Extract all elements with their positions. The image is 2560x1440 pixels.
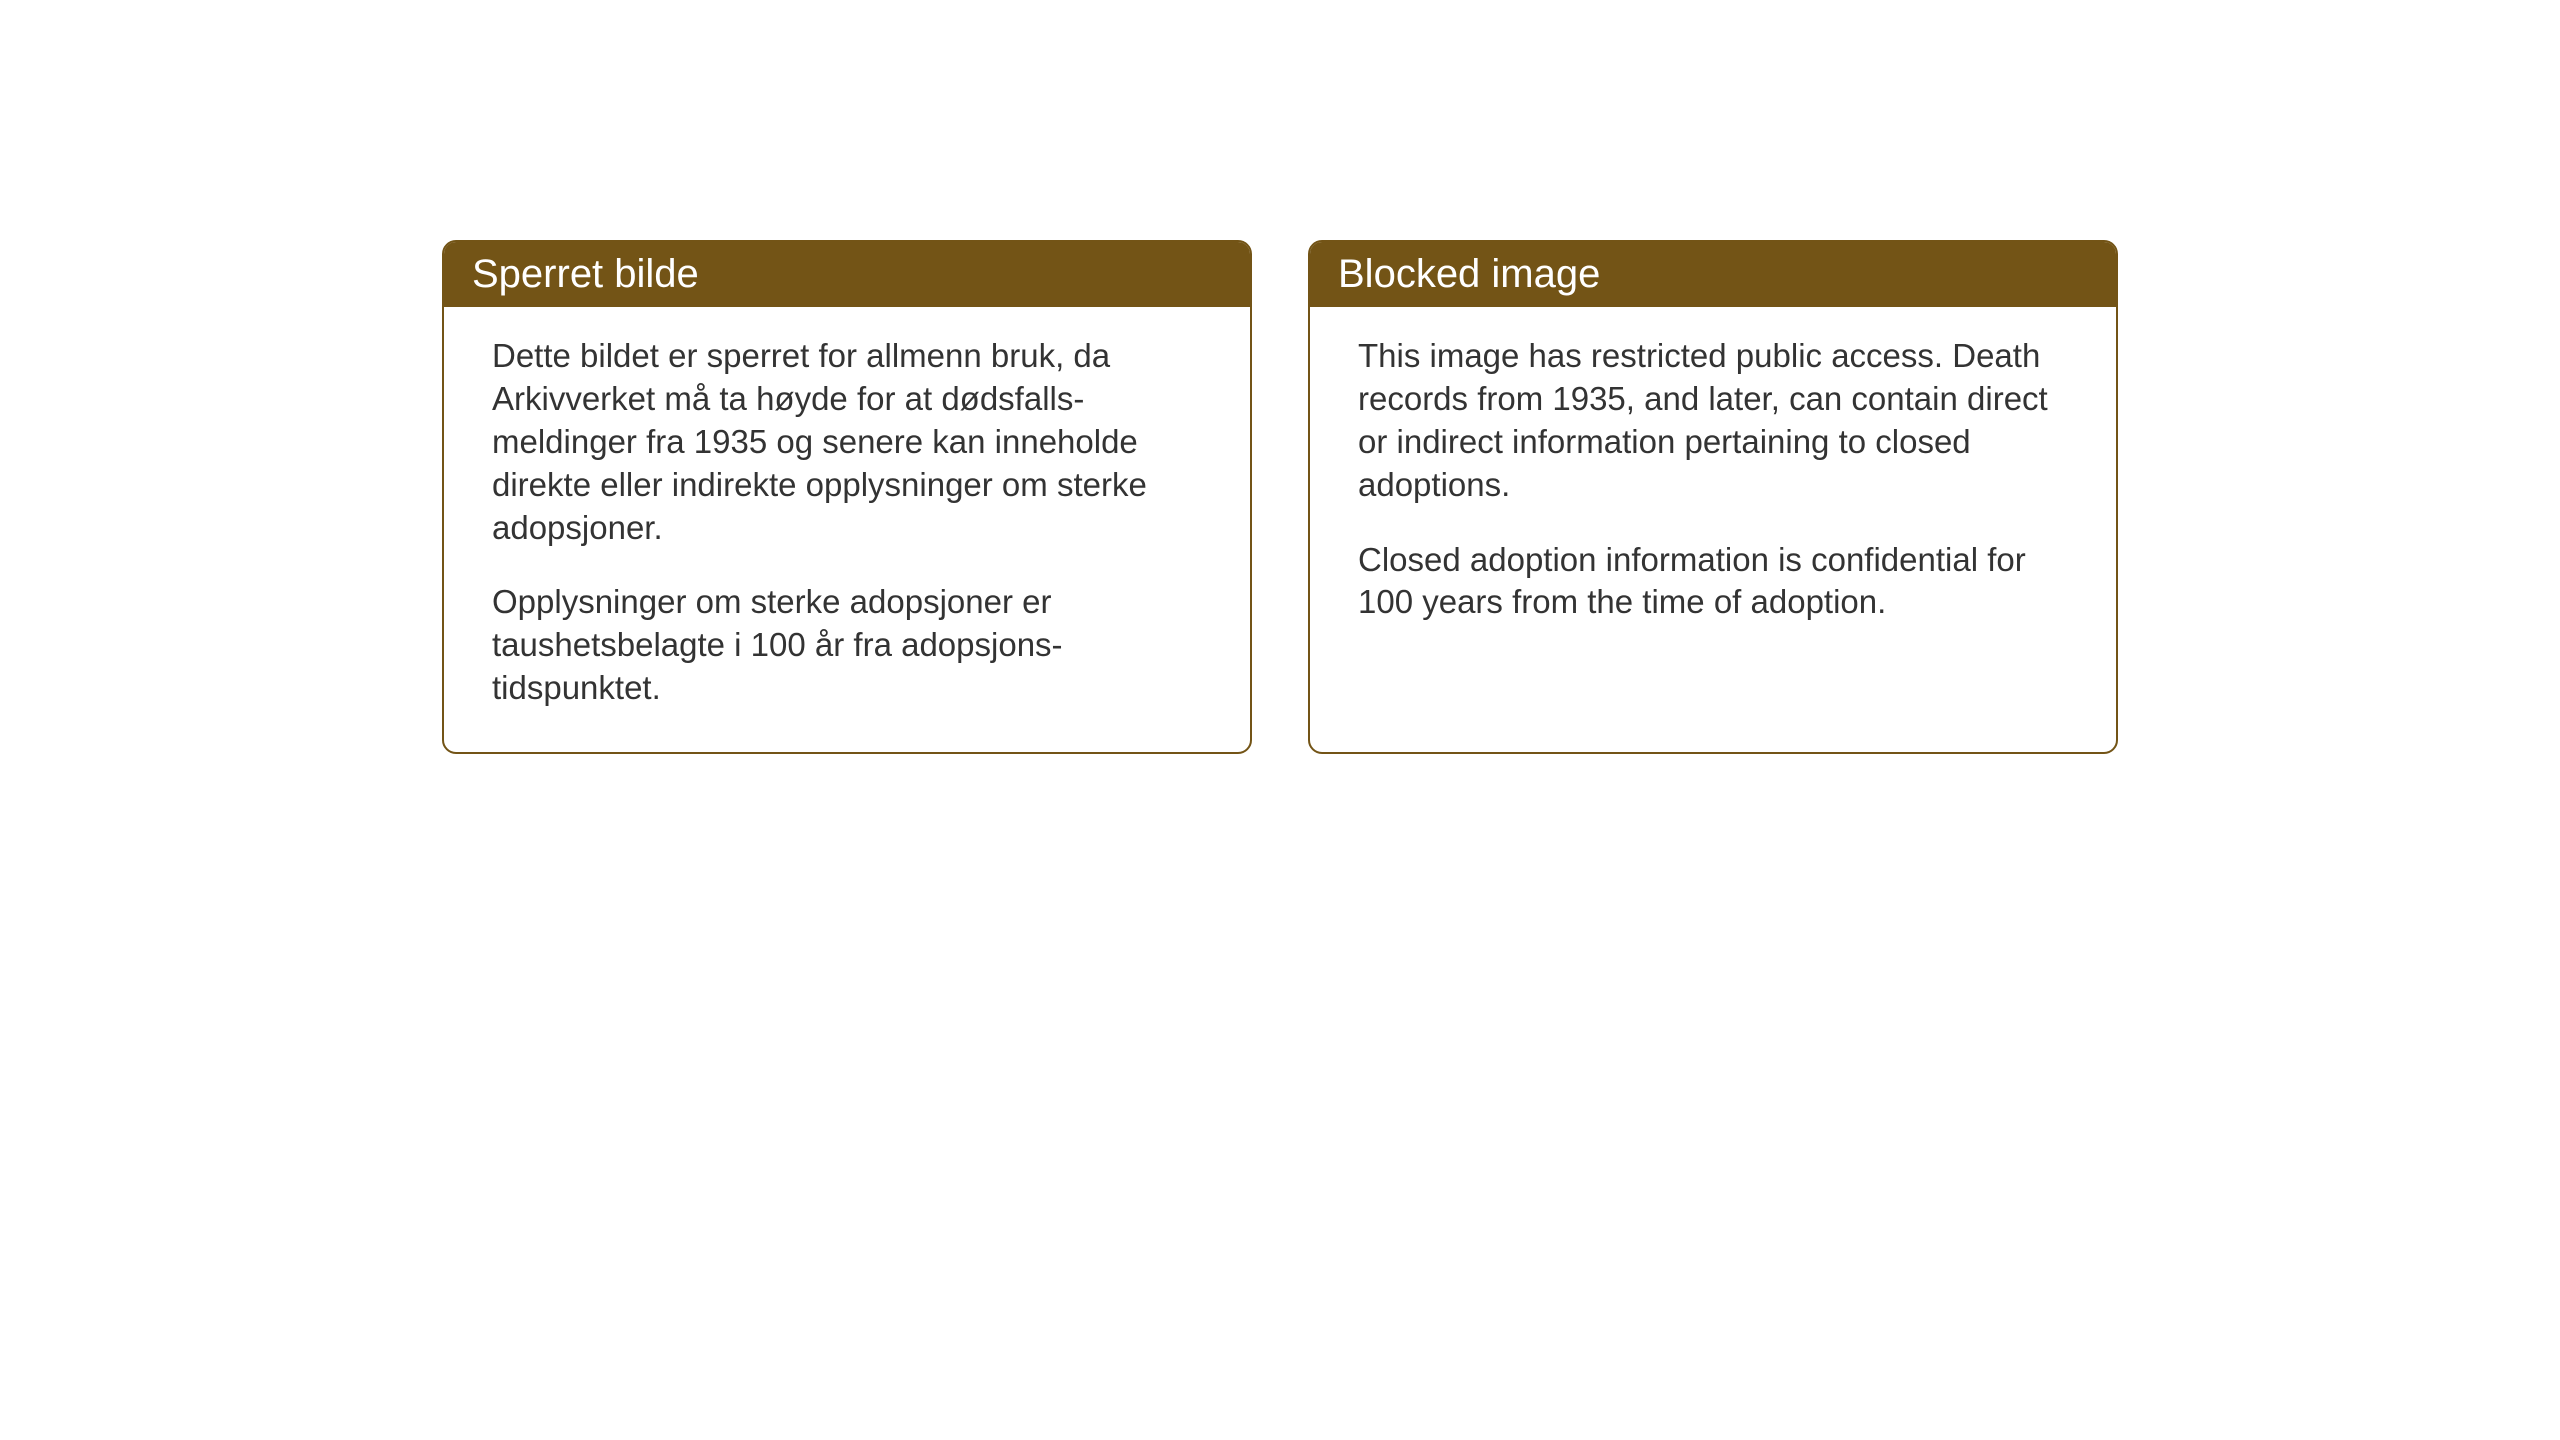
notice-container: Sperret bilde Dette bildet er sperret fo…: [442, 240, 2118, 754]
card-paragraph-1: Dette bildet er sperret for allmenn bruk…: [492, 335, 1202, 549]
card-body-norwegian: Dette bildet er sperret for allmenn bruk…: [444, 307, 1250, 752]
card-header-english: Blocked image: [1310, 242, 2116, 307]
card-paragraph-2: Opplysninger om sterke adopsjoner er tau…: [492, 581, 1202, 710]
card-paragraph-2: Closed adoption information is confident…: [1358, 539, 2068, 625]
notice-card-norwegian: Sperret bilde Dette bildet er sperret fo…: [442, 240, 1252, 754]
card-title: Sperret bilde: [472, 252, 699, 296]
card-title: Blocked image: [1338, 252, 1600, 296]
card-body-english: This image has restricted public access.…: [1310, 307, 2116, 666]
notice-card-english: Blocked image This image has restricted …: [1308, 240, 2118, 754]
card-paragraph-1: This image has restricted public access.…: [1358, 335, 2068, 507]
card-header-norwegian: Sperret bilde: [444, 242, 1250, 307]
